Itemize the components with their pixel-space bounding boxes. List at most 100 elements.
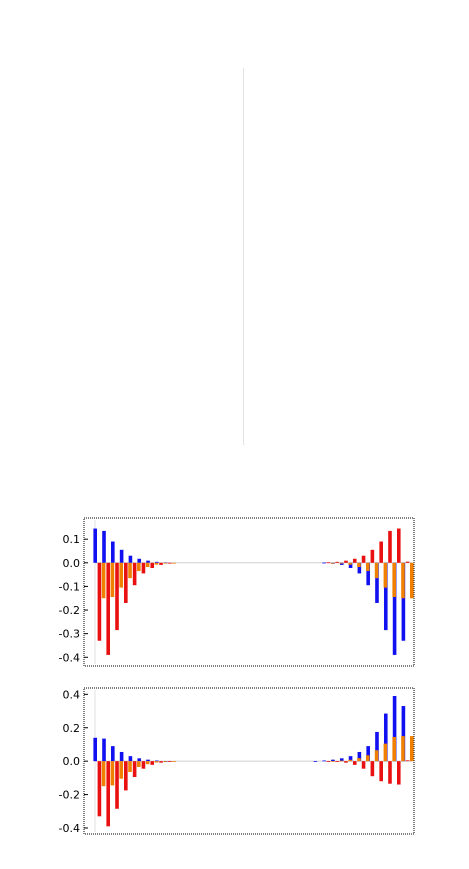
y-tick-label: 0.0 [63, 755, 81, 768]
bar [401, 562, 405, 599]
bar [159, 761, 163, 763]
bar [383, 743, 388, 762]
bar [409, 562, 414, 599]
bar-chart-bottom: 0.4 0.2 0.0 -0.2 -0.4 [59, 687, 415, 835]
bar [97, 562, 102, 641]
y-tick-label: 0.1 [63, 533, 81, 546]
bar [365, 755, 370, 762]
bar [119, 562, 124, 588]
bar [93, 528, 98, 563]
bar [383, 562, 388, 631]
bar [313, 760, 318, 762]
bar [128, 555, 133, 563]
bar [172, 562, 176, 564]
bar [365, 562, 370, 572]
bar [137, 562, 141, 572]
bar [379, 761, 383, 782]
bar [322, 760, 326, 762]
bar [137, 758, 142, 762]
bar [348, 562, 353, 568]
bar [168, 562, 172, 564]
bar [331, 759, 335, 762]
bar [101, 562, 106, 599]
bar [366, 562, 370, 586]
bar [141, 562, 146, 574]
y-tick-label: -0.2 [59, 789, 80, 802]
bar-chart-top: 0.1 0.0 -0.1 -0.2 -0.3 -0.4 [59, 517, 415, 667]
bar [357, 758, 361, 762]
bar [172, 761, 176, 762]
bar [145, 761, 150, 765]
bar [392, 562, 396, 598]
vertical-divider [243, 68, 244, 445]
bar [335, 561, 339, 563]
bar [392, 696, 397, 762]
bar [388, 530, 392, 563]
bar [379, 541, 383, 563]
y-tick-label: -0.4 [59, 822, 80, 835]
bar [132, 761, 137, 778]
bar [375, 562, 379, 603]
bar [110, 562, 115, 598]
bar [361, 555, 366, 563]
bar [155, 760, 159, 762]
y-tick-label: 0.2 [63, 722, 81, 735]
bar [357, 751, 362, 762]
y-tick-label: -0.1 [59, 580, 80, 593]
bar [106, 761, 111, 827]
bar [339, 562, 344, 564]
bar [348, 759, 352, 762]
bar [110, 761, 115, 786]
bar [124, 562, 128, 603]
bar [124, 761, 128, 791]
bar [383, 713, 388, 762]
bar [348, 756, 353, 762]
bar [141, 761, 146, 769]
bar [102, 530, 106, 563]
bar [352, 761, 357, 765]
bar [326, 761, 331, 762]
bar [330, 562, 335, 564]
bar [344, 560, 348, 563]
bar [115, 761, 119, 809]
bar [374, 562, 379, 579]
bar [401, 706, 406, 762]
y-tick-label: -0.4 [59, 651, 80, 664]
bar [375, 731, 379, 762]
bar [370, 549, 375, 563]
bar [401, 562, 406, 641]
bar [115, 562, 119, 631]
bar [132, 562, 137, 586]
bar [119, 751, 124, 762]
bar [154, 562, 159, 565]
bar [137, 761, 141, 768]
bar [339, 562, 344, 565]
bar [101, 761, 106, 787]
bar [146, 560, 150, 563]
bar [405, 561, 410, 563]
bar [370, 761, 375, 777]
bar [352, 558, 357, 563]
bar [392, 562, 397, 655]
bar [322, 562, 326, 564]
bar [106, 562, 111, 655]
bar [374, 750, 379, 762]
bar [146, 759, 150, 762]
bar [330, 760, 335, 762]
bar [168, 761, 172, 762]
bar [335, 761, 339, 762]
bar [102, 738, 106, 762]
bar [155, 561, 159, 563]
bar [366, 746, 370, 762]
plot-frame [83, 517, 415, 667]
bar [163, 761, 168, 762]
bar [119, 549, 124, 563]
bar [128, 756, 133, 762]
bar [344, 761, 348, 763]
bar [119, 761, 124, 779]
bar [396, 528, 401, 563]
bar [326, 562, 331, 564]
bar [348, 562, 352, 565]
bar [357, 562, 362, 574]
bar [97, 761, 102, 817]
